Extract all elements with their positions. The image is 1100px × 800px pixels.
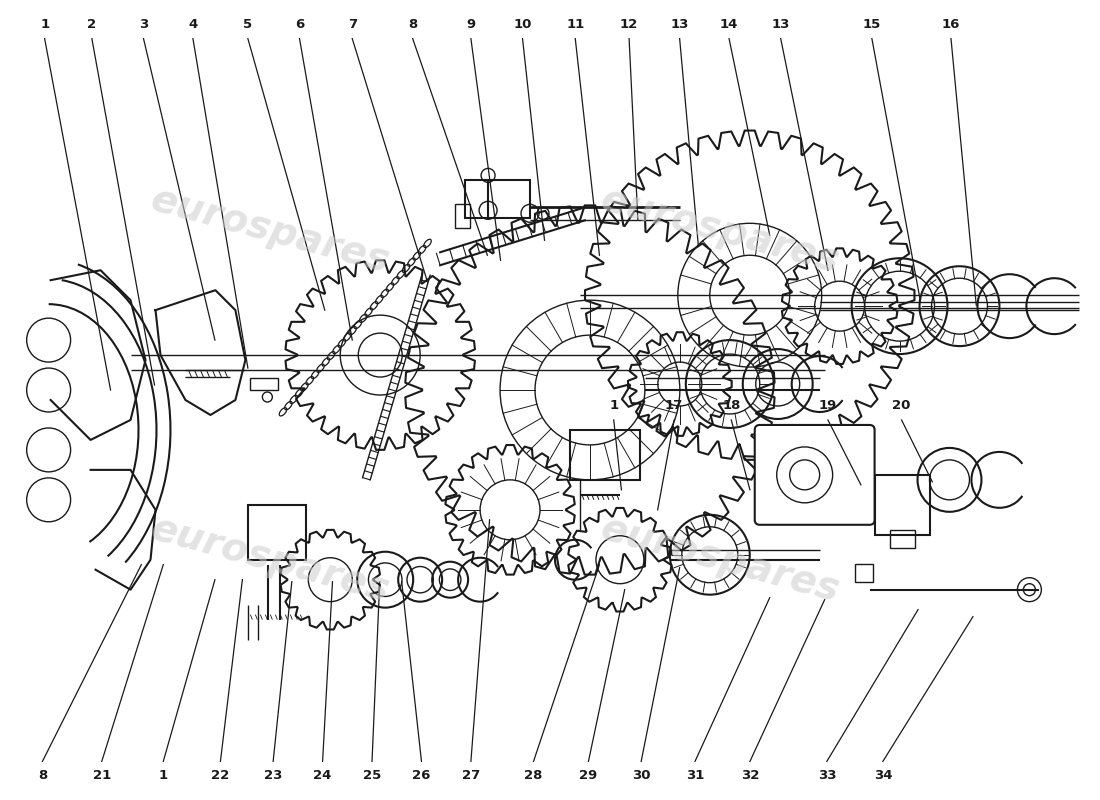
Text: 34: 34 [873,770,892,782]
Text: eurospares: eurospares [596,180,844,281]
Text: 25: 25 [363,770,382,782]
Text: 9: 9 [466,18,475,30]
Text: 8: 8 [37,770,47,782]
Text: eurospares: eurospares [596,510,844,610]
Bar [249,505,306,560]
Text: 29: 29 [580,770,597,782]
Text: 24: 24 [314,770,332,782]
Text: 16: 16 [942,18,960,30]
Text: 13: 13 [670,18,689,30]
Bar [874,475,929,534]
Text: 3: 3 [139,18,148,30]
Text: 13: 13 [771,18,790,30]
Text: 4: 4 [188,18,198,30]
Text: 1: 1 [609,399,618,412]
Bar [855,564,872,582]
Text: 17: 17 [666,399,683,412]
Text: 1: 1 [158,770,168,782]
Text: 12: 12 [620,18,638,30]
Text: 32: 32 [740,770,759,782]
Text: 11: 11 [566,18,584,30]
Text: 22: 22 [211,770,230,782]
Text: 27: 27 [462,770,480,782]
Bar [455,204,470,228]
Text: 19: 19 [818,399,837,412]
Bar [570,430,640,480]
Text: 15: 15 [862,18,881,30]
Text: 33: 33 [817,770,836,782]
Text: 31: 31 [685,770,704,782]
Bar [251,378,278,390]
Text: 8: 8 [408,18,417,30]
Text: 23: 23 [264,770,283,782]
Text: 5: 5 [243,18,252,30]
Bar [890,530,914,548]
Text: 30: 30 [631,770,650,782]
Text: 28: 28 [525,770,542,782]
Text: 10: 10 [514,18,531,30]
Text: 1: 1 [40,18,49,30]
Text: eurospares: eurospares [146,180,394,281]
Text: 21: 21 [92,770,111,782]
Text: 26: 26 [412,770,431,782]
Text: 14: 14 [719,18,738,30]
Text: 6: 6 [295,18,304,30]
Bar [465,180,530,218]
Text: 20: 20 [892,399,911,412]
Text: 18: 18 [722,399,740,412]
FancyBboxPatch shape [755,425,874,525]
Text: 2: 2 [87,18,97,30]
Text: 7: 7 [348,18,356,30]
Text: eurospares: eurospares [146,510,394,610]
